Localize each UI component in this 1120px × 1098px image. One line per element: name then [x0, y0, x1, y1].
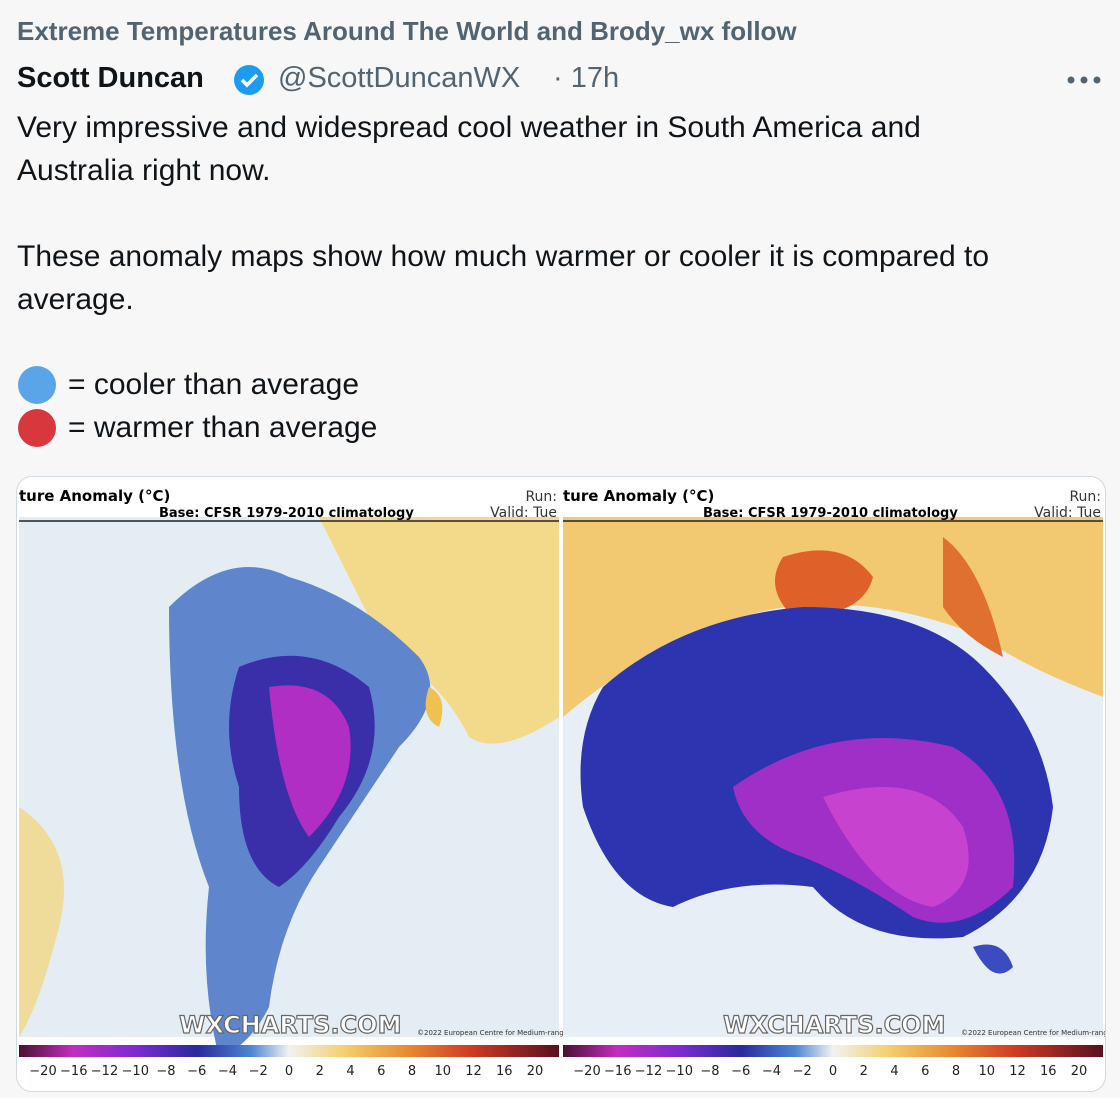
map-panel: ture Anomaly (°C)Base: CFSR 1979-2010 cl… [19, 477, 564, 1091]
watermark: WXCHARTS.COM [179, 1011, 401, 1039]
map-region [823, 787, 969, 907]
colorbar-label: 6 [921, 1064, 929, 1079]
colorbar-label: 20 [527, 1064, 544, 1079]
map-panel: ture Anomaly (°C)Base: CFSR 1979-2010 cl… [563, 477, 1105, 1091]
timestamp[interactable]: · 17h [553, 62, 620, 94]
colorbar-label: 10 [978, 1064, 995, 1079]
colorbar-label: 12 [1009, 1064, 1026, 1079]
colorbar-label: 2 [860, 1064, 868, 1079]
legend-label: = cooler than average [68, 368, 360, 401]
colorbar-label: −10 [666, 1064, 693, 1079]
colorbar-label: 0 [829, 1064, 837, 1079]
map-credit: ©2022 European Centre for Medium-rang [417, 1029, 564, 1037]
map-title: ture Anomaly (°C) [563, 487, 714, 505]
map-region [19, 807, 64, 1037]
map-region [269, 685, 351, 837]
colorbar-label: −6 [187, 1064, 206, 1079]
colorbar-label: −2 [793, 1064, 812, 1079]
legend-dot [18, 366, 56, 404]
colorbar-label: 0 [285, 1064, 293, 1079]
colorbar-label: 6 [377, 1064, 385, 1079]
legend-label: = warmer than average [68, 411, 378, 444]
colorbar-label: 10 [434, 1064, 451, 1079]
colorbar-label: 20 [1071, 1064, 1088, 1079]
map-region [775, 550, 873, 617]
colorbar-label: −4 [218, 1064, 237, 1079]
map-region [943, 537, 1003, 657]
colorbar-label: 4 [890, 1064, 898, 1079]
colorbar-label: 16 [496, 1064, 513, 1079]
map-credit: ©2022 European Centre for Medium-rang [961, 1029, 1105, 1037]
legend-dot [18, 409, 56, 447]
watermark: WXCHARTS.COM [723, 1011, 945, 1039]
tweet-paragraph: These anomaly maps show how much warmer … [17, 240, 990, 316]
colorbar-label: −10 [122, 1064, 149, 1079]
verified-badge [234, 65, 264, 95]
colorbar-label: 12 [465, 1064, 482, 1079]
colorbar-label: −20 [573, 1064, 600, 1079]
colorbar-label: 4 [346, 1064, 354, 1079]
map-valid: Valid: Tue [1034, 505, 1101, 521]
media-card[interactable]: ture Anomaly (°C) Base: CFSR 1979-2010 cl… [16, 476, 1106, 1092]
map-region [973, 944, 1013, 974]
maps: ture Anomaly (°C)Base: CFSR 1979-2010 cl… [19, 477, 1105, 1091]
colorbar-label: −4 [762, 1064, 781, 1079]
map-region [425, 687, 443, 727]
colorbar-label: −20 [29, 1064, 56, 1079]
colorbar-label: −8 [700, 1064, 719, 1079]
social-context[interactable]: Extreme Temperatures Around The World an… [17, 16, 797, 46]
map-base: Base: CFSR 1979-2010 climatology [703, 506, 958, 521]
colorbar-label: −2 [249, 1064, 268, 1079]
map-title: ture Anomaly (°C) [19, 487, 170, 505]
colorbar-label: −12 [635, 1064, 662, 1079]
colorbar-label: 8 [408, 1064, 416, 1079]
map-run: Run: [525, 489, 557, 505]
colorbar [19, 1045, 559, 1057]
colorbar-label: −12 [91, 1064, 118, 1079]
colorbar-label: −6 [731, 1064, 750, 1079]
colorbar-label: 8 [952, 1064, 960, 1079]
colorbar-label: −16 [60, 1064, 87, 1079]
colorbar [563, 1045, 1103, 1057]
more-button[interactable] [1066, 70, 1102, 90]
author-handle[interactable]: @ScottDuncanWX [278, 62, 521, 94]
colorbar-label: −8 [156, 1064, 175, 1079]
map-region [319, 517, 559, 744]
map-run: Run: [1069, 489, 1101, 505]
colorbar-label: 2 [316, 1064, 324, 1079]
colorbar-label: 16 [1040, 1064, 1057, 1079]
colorbar-label: −16 [604, 1064, 631, 1079]
author-name[interactable]: Scott Duncan [17, 62, 204, 94]
map-base: Base: CFSR 1979-2010 climatology [159, 506, 414, 521]
tweet-paragraph: Very impressive and widespread cool weat… [17, 111, 921, 187]
map-valid: Valid: Tue [490, 505, 557, 521]
